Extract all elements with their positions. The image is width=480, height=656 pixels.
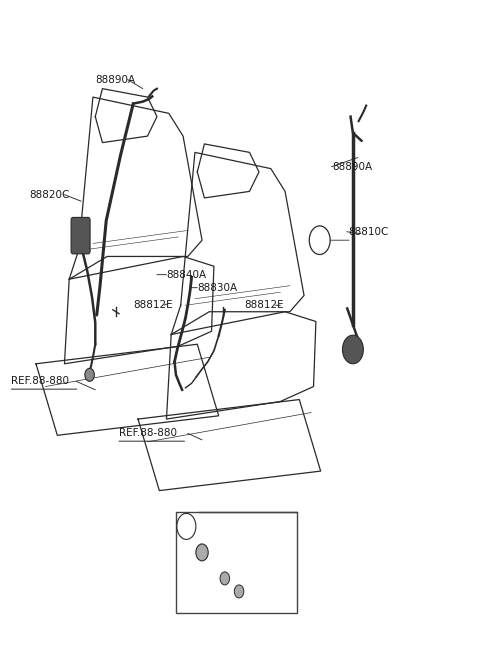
FancyBboxPatch shape xyxy=(71,217,90,254)
Text: 88812E: 88812E xyxy=(245,300,284,310)
Text: 88890A: 88890A xyxy=(333,161,372,172)
Circle shape xyxy=(196,544,208,561)
Text: 88878: 88878 xyxy=(252,545,283,556)
Text: 88840A: 88840A xyxy=(167,270,206,279)
FancyBboxPatch shape xyxy=(176,512,297,613)
Text: 88820C: 88820C xyxy=(29,190,69,199)
Text: 88810C: 88810C xyxy=(348,227,388,237)
Text: 88877: 88877 xyxy=(185,528,216,538)
Circle shape xyxy=(234,585,244,598)
Text: a: a xyxy=(184,522,189,531)
Text: REF.88-880: REF.88-880 xyxy=(119,428,177,438)
Circle shape xyxy=(220,572,229,585)
Circle shape xyxy=(342,335,363,364)
Circle shape xyxy=(85,368,95,381)
Text: 88890A: 88890A xyxy=(96,75,135,85)
Circle shape xyxy=(177,514,196,539)
Text: REF.88-880: REF.88-880 xyxy=(12,377,69,386)
Text: a: a xyxy=(317,236,323,245)
Text: 88812E: 88812E xyxy=(133,300,173,310)
Text: 88830A: 88830A xyxy=(197,283,238,293)
Circle shape xyxy=(309,226,330,255)
